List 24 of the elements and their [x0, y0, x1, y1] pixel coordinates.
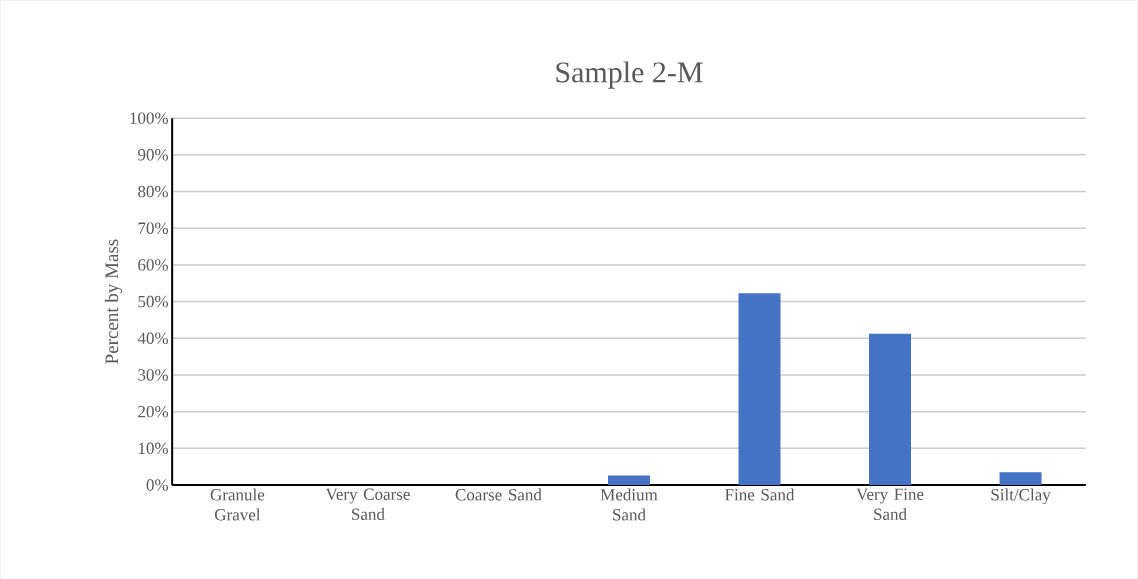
- bar: [607, 475, 650, 485]
- y-tick-label: 90%: [138, 148, 169, 161]
- bar: [999, 472, 1042, 485]
- y-tick-label: 10%: [138, 442, 169, 454]
- x-tick-label: Medium Sand: [600, 488, 658, 521]
- x-tick-label: Very Coarse Sand: [325, 488, 410, 520]
- y-tick-label: 60%: [138, 259, 169, 271]
- y-tick-label: 30%: [138, 369, 169, 381]
- x-tick-label: Coarse Sand: [455, 488, 542, 501]
- x-tick-label: Fine Sand: [725, 488, 795, 501]
- y-tick-label: 80%: [138, 185, 169, 198]
- bar: [869, 333, 912, 485]
- y-tick-label: 40%: [137, 332, 169, 344]
- y-tick-label: 0%: [146, 479, 169, 491]
- x-tick-label: Granule Gravel: [210, 488, 265, 521]
- chart-title: Sample 2-M: [556, 61, 703, 89]
- x-tick-label: Silt/Clay: [991, 488, 1051, 504]
- x-tick-label: Very Fine Sand: [856, 488, 924, 520]
- y-tick-label: 20%: [138, 405, 169, 418]
- bar: [738, 293, 781, 485]
- y-tick-label: 100%: [130, 112, 169, 124]
- y-tick-label: 70%: [138, 222, 169, 234]
- y-axis-title: Percent by Mass: [104, 239, 123, 364]
- y-tick-label: 50%: [138, 295, 169, 308]
